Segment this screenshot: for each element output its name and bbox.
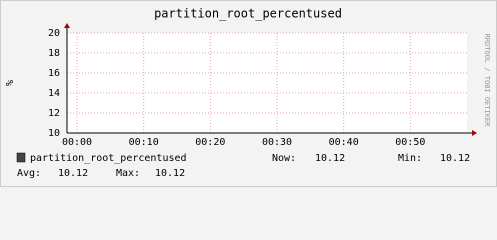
x-tick-label: 00:00 [62, 137, 92, 148]
legend-swatch [16, 152, 26, 163]
stat-label: Now: [272, 153, 296, 164]
x-tick-label: 00:10 [129, 137, 159, 148]
stat-value: 10.12 [58, 168, 88, 179]
y-tick-label: 16 [48, 68, 60, 79]
legend-label: partition_root_percentused [30, 153, 187, 164]
x-axis-arrow [472, 130, 477, 136]
y-tick-label: 18 [48, 48, 60, 59]
y-tick-label: 12 [48, 108, 60, 119]
stat-label: Avg: [17, 168, 41, 179]
plot-area [67, 33, 467, 133]
chart: partition_root_percentused % RRDTOOL / T… [0, 0, 497, 187]
stat-value: 10.12 [315, 153, 345, 164]
x-tick-label: 00:20 [195, 137, 225, 148]
y-tick-label: 14 [48, 88, 60, 99]
stat-label: Max: [116, 168, 140, 179]
x-tick-label: 00:50 [395, 137, 425, 148]
x-tick-label: 00:30 [262, 137, 292, 148]
chart-title: partition_root_percentused [154, 7, 342, 21]
y-tick-label: 20 [48, 28, 60, 39]
stat-label: Min: [398, 153, 422, 164]
stat-value: 10.12 [440, 153, 470, 164]
y-axis-arrow [64, 23, 70, 28]
watermark: RRDTOOL / TOBI OETIKER [483, 34, 491, 128]
y-axis-label: % [5, 80, 16, 86]
x-tick-label: 00:40 [329, 137, 359, 148]
stat-value: 10.12 [155, 168, 185, 179]
y-tick-label: 10 [48, 128, 60, 139]
